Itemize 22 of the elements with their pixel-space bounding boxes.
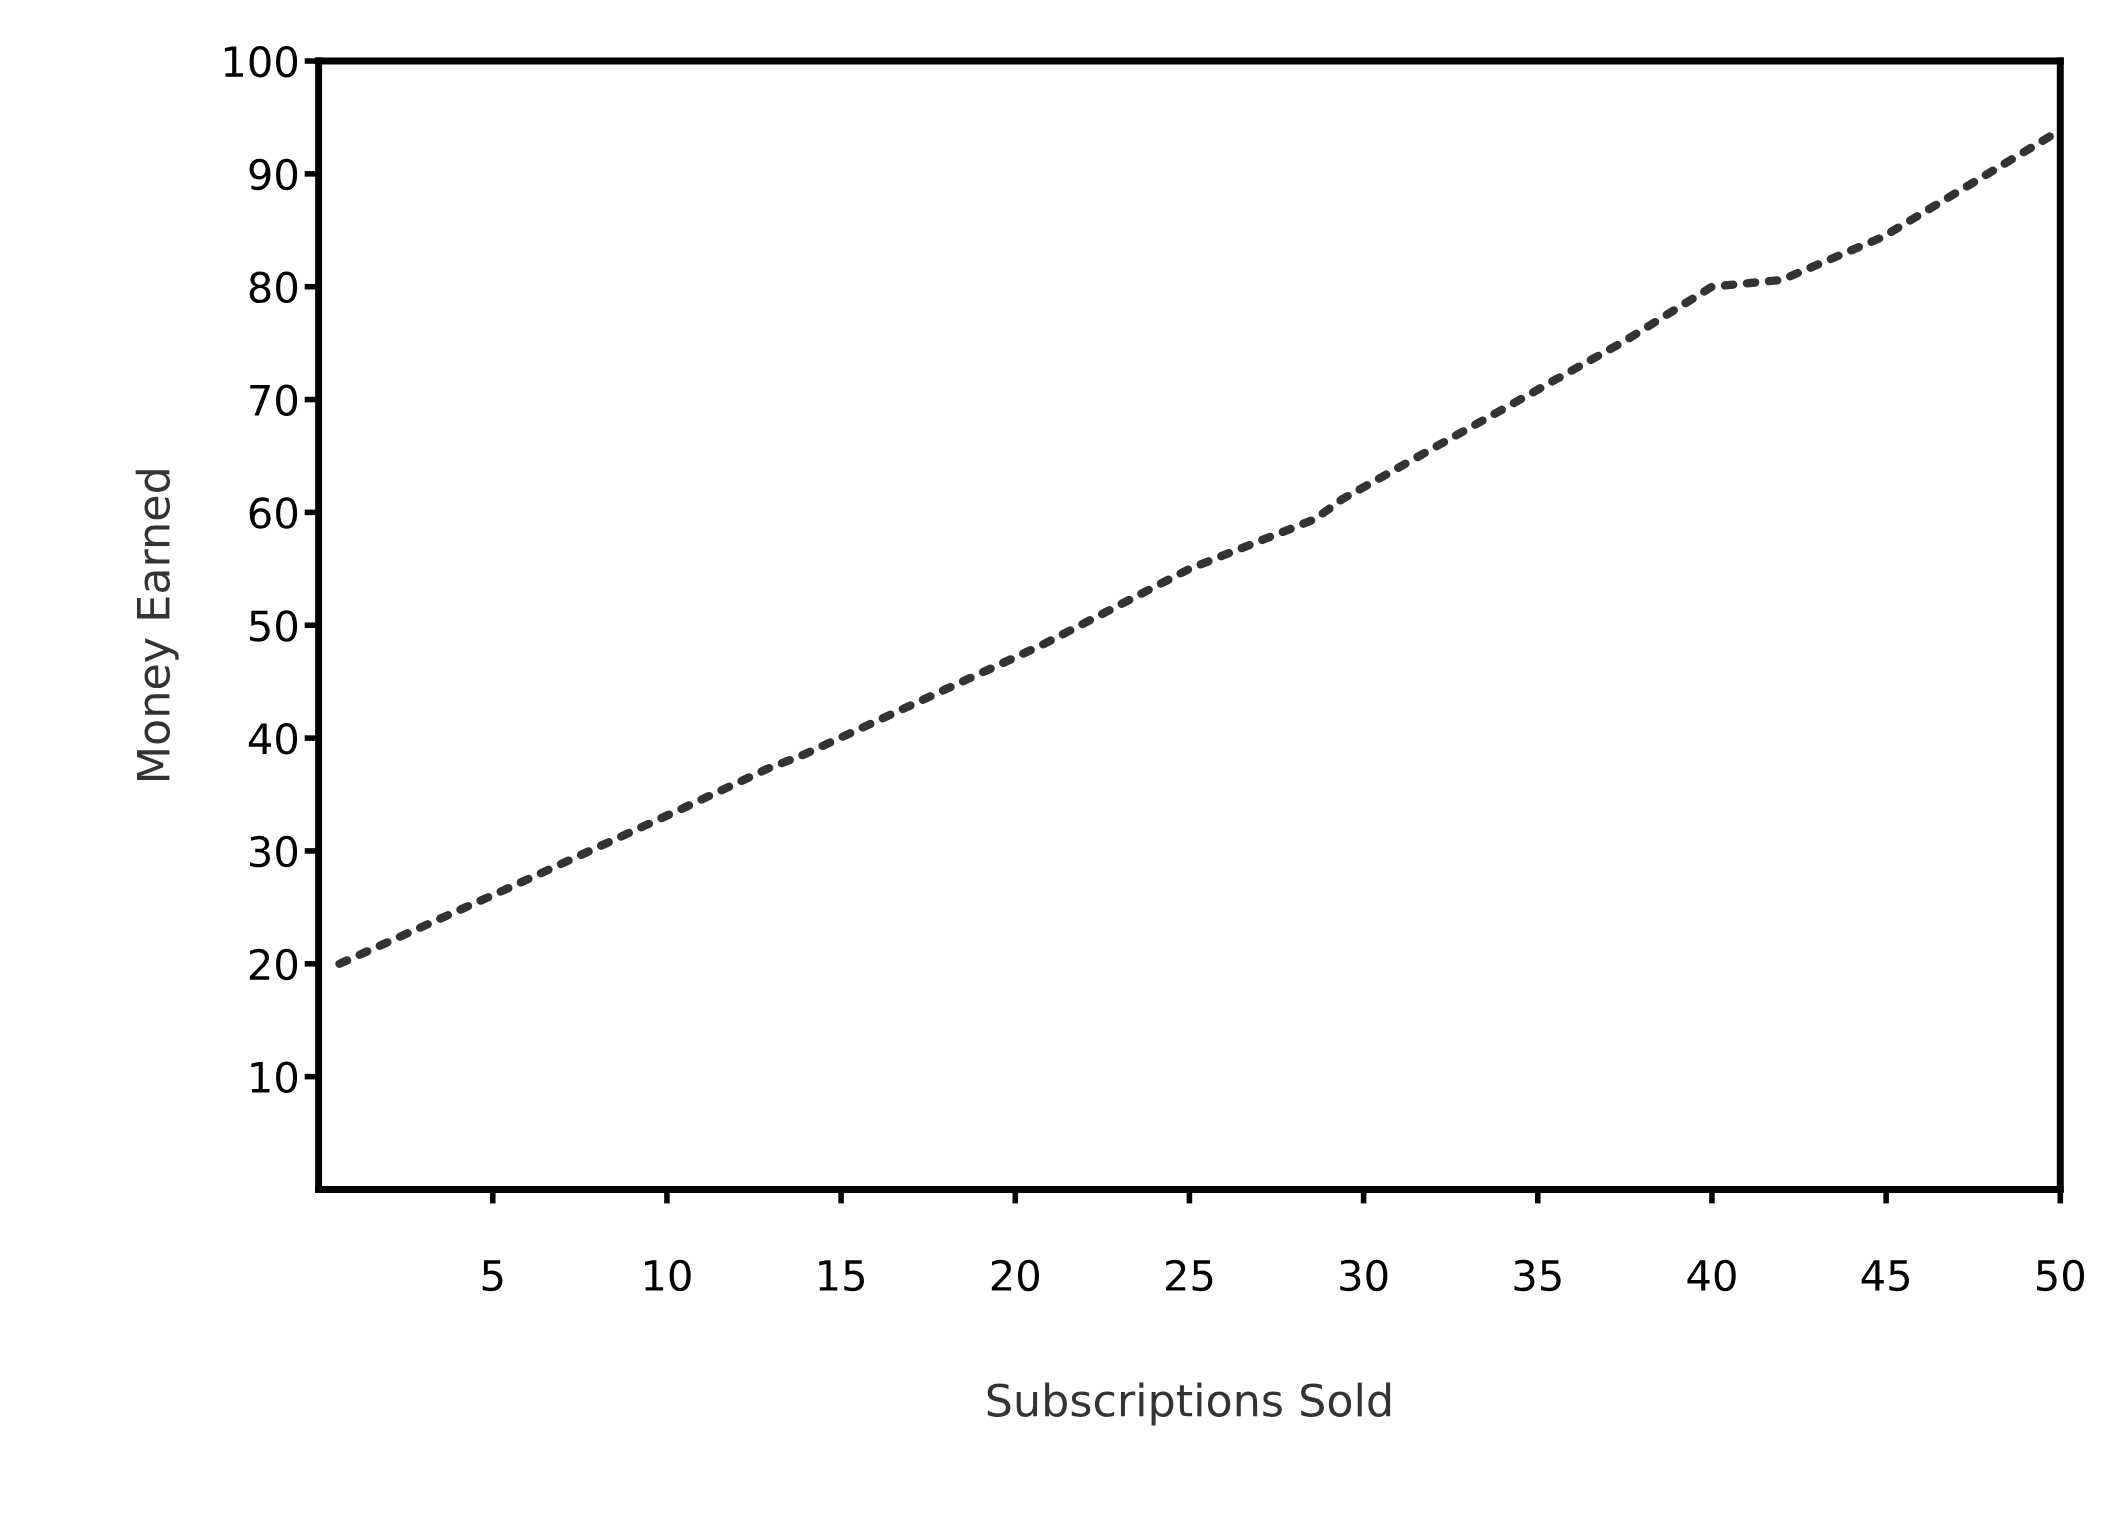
y-tick-label: 60 [249,497,298,529]
x-tick-label: 15 [819,1260,864,1292]
x-tick-label: 25 [1165,1259,1213,1292]
y-tick-label: 100 [224,45,298,78]
x-tick-label: 35 [1514,1259,1561,1292]
y-tick-label: 30 [250,835,298,868]
x-tick-label: 45 [1861,1260,1909,1292]
x-tick-label: 40 [1687,1259,1736,1292]
x-tick-label: 20 [991,1259,1040,1292]
y-tick-label: 10 [251,1061,298,1094]
y-axis-title: Money Earned [135,470,179,780]
y-tick-label: 80 [249,271,298,304]
y-tick-label: 20 [249,948,298,981]
x-tick-label: 10 [645,1259,691,1292]
y-tick-label: 50 [250,610,298,642]
y-tick-label: 70 [250,384,298,416]
y-tick-label: 40 [248,723,298,755]
x-tick-label: 5 [482,1260,503,1292]
x-tick-label: 50 [2036,1259,2085,1292]
y-tick-label: 90 [249,158,298,191]
x-axis-title: Subscriptions Sold [987,1382,1391,1426]
x-tick-label: 30 [1340,1259,1388,1292]
